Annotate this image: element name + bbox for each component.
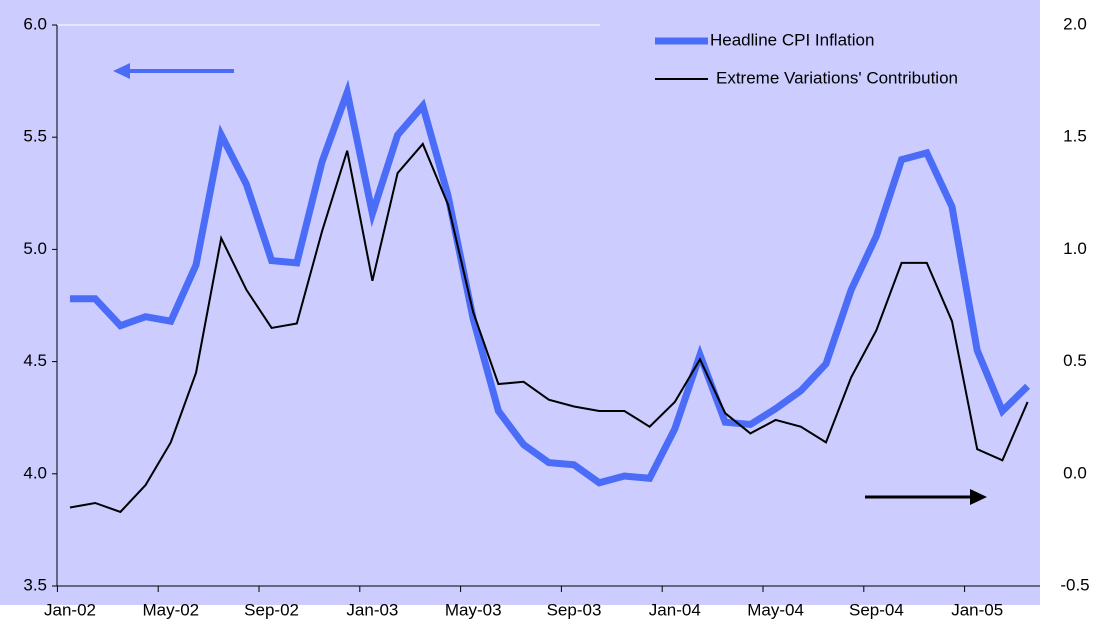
- right-arrow-head: [970, 489, 987, 505]
- x-tick-label: Sep-02: [244, 600, 299, 619]
- y-tick-label: 4.5: [23, 351, 47, 370]
- y-tick-label: 5.5: [23, 127, 47, 146]
- x-tick-label: Jan-03: [346, 600, 398, 619]
- y2-tick-label: 0.5: [1063, 351, 1087, 370]
- x-tick-label: May-02: [142, 600, 199, 619]
- series-line: [70, 79, 1031, 487]
- y2-tick-label: 2.0: [1063, 14, 1087, 33]
- x-tick-label: Sep-04: [849, 600, 904, 619]
- x-tick-label: Jan-05: [951, 600, 1003, 619]
- left-arrow-head: [113, 63, 130, 79]
- x-tick-label: Jan-02: [44, 600, 96, 619]
- legend-label: Extreme Variations' Contribution: [716, 68, 958, 87]
- y-tick-label: 6.0: [23, 14, 47, 33]
- y2-tick-label: 0.0: [1063, 463, 1087, 482]
- y-tick-label: 4.0: [23, 463, 47, 482]
- y2-tick-label: 1.0: [1063, 239, 1087, 258]
- x-tick-label: May-04: [747, 600, 804, 619]
- y2-tick-label: -0.5: [1060, 575, 1089, 594]
- y-tick-label: 3.5: [23, 575, 47, 594]
- x-tick-label: May-03: [445, 600, 502, 619]
- x-tick-label: Jan-04: [649, 600, 701, 619]
- plot-background: [0, 0, 1040, 605]
- y-tick-label: 5.0: [23, 239, 47, 258]
- legend-label: Headline CPI Inflation: [710, 30, 874, 49]
- x-tick-label: Sep-03: [547, 600, 602, 619]
- series-line: [69, 142, 1029, 514]
- y2-tick-label: 1.5: [1063, 127, 1087, 146]
